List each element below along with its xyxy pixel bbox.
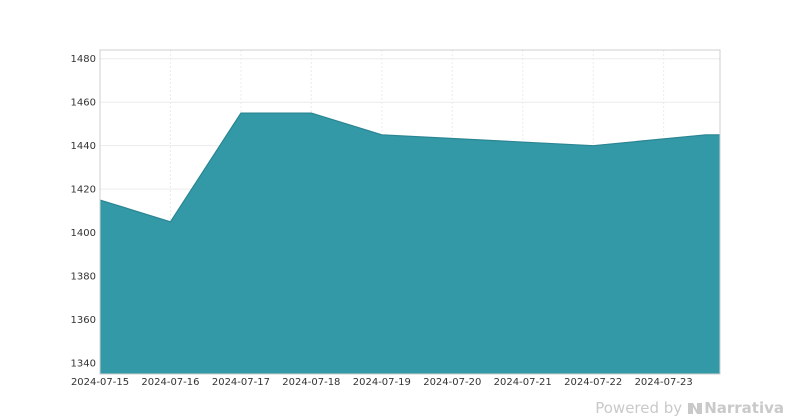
- watermark-brand: Narrativa: [687, 399, 784, 417]
- y-tick-label: 1400: [71, 228, 96, 239]
- x-tick-label: 2024-07-23: [635, 377, 693, 388]
- area-fill: [100, 113, 720, 375]
- x-tick-label: 2024-07-20: [423, 377, 481, 388]
- x-tick-label: 2024-07-19: [353, 377, 411, 388]
- y-tick-label: 1380: [71, 272, 96, 283]
- x-tick-label: 2024-07-21: [494, 377, 552, 388]
- x-tick-label: 2024-07-15: [71, 377, 129, 388]
- powered-by-watermark: Powered by Narrativa: [595, 399, 784, 417]
- y-tick-label: 1420: [71, 185, 96, 196]
- x-tick-label: 2024-07-18: [282, 377, 340, 388]
- x-axis: 2024-07-15 2024-07-16 2024-07-17 2024-07-18…: [71, 377, 693, 388]
- y-tick-label: 1440: [71, 141, 96, 152]
- x-tick-label: 2024-07-16: [141, 377, 199, 388]
- y-tick-label: 1480: [71, 54, 96, 65]
- area-series: [99, 112, 720, 375]
- y-axis: 1340 1360 1380 1400 1420 1440 1460 1480: [71, 54, 96, 369]
- y-tick-label: 1340: [71, 359, 96, 370]
- area-line: [99, 112, 720, 223]
- narrativa-logo-icon: [688, 402, 703, 414]
- x-tick-label: 2024-07-17: [212, 377, 270, 388]
- watermark-brand-name: Narrativa: [704, 399, 784, 417]
- plot-frame: [99, 49, 721, 375]
- x-tick-label: 2024-07-22: [564, 377, 622, 388]
- y-tick-label: 1360: [71, 315, 96, 326]
- y-tick-label: 1460: [71, 98, 96, 109]
- watermark-prefix: Powered by: [595, 399, 683, 417]
